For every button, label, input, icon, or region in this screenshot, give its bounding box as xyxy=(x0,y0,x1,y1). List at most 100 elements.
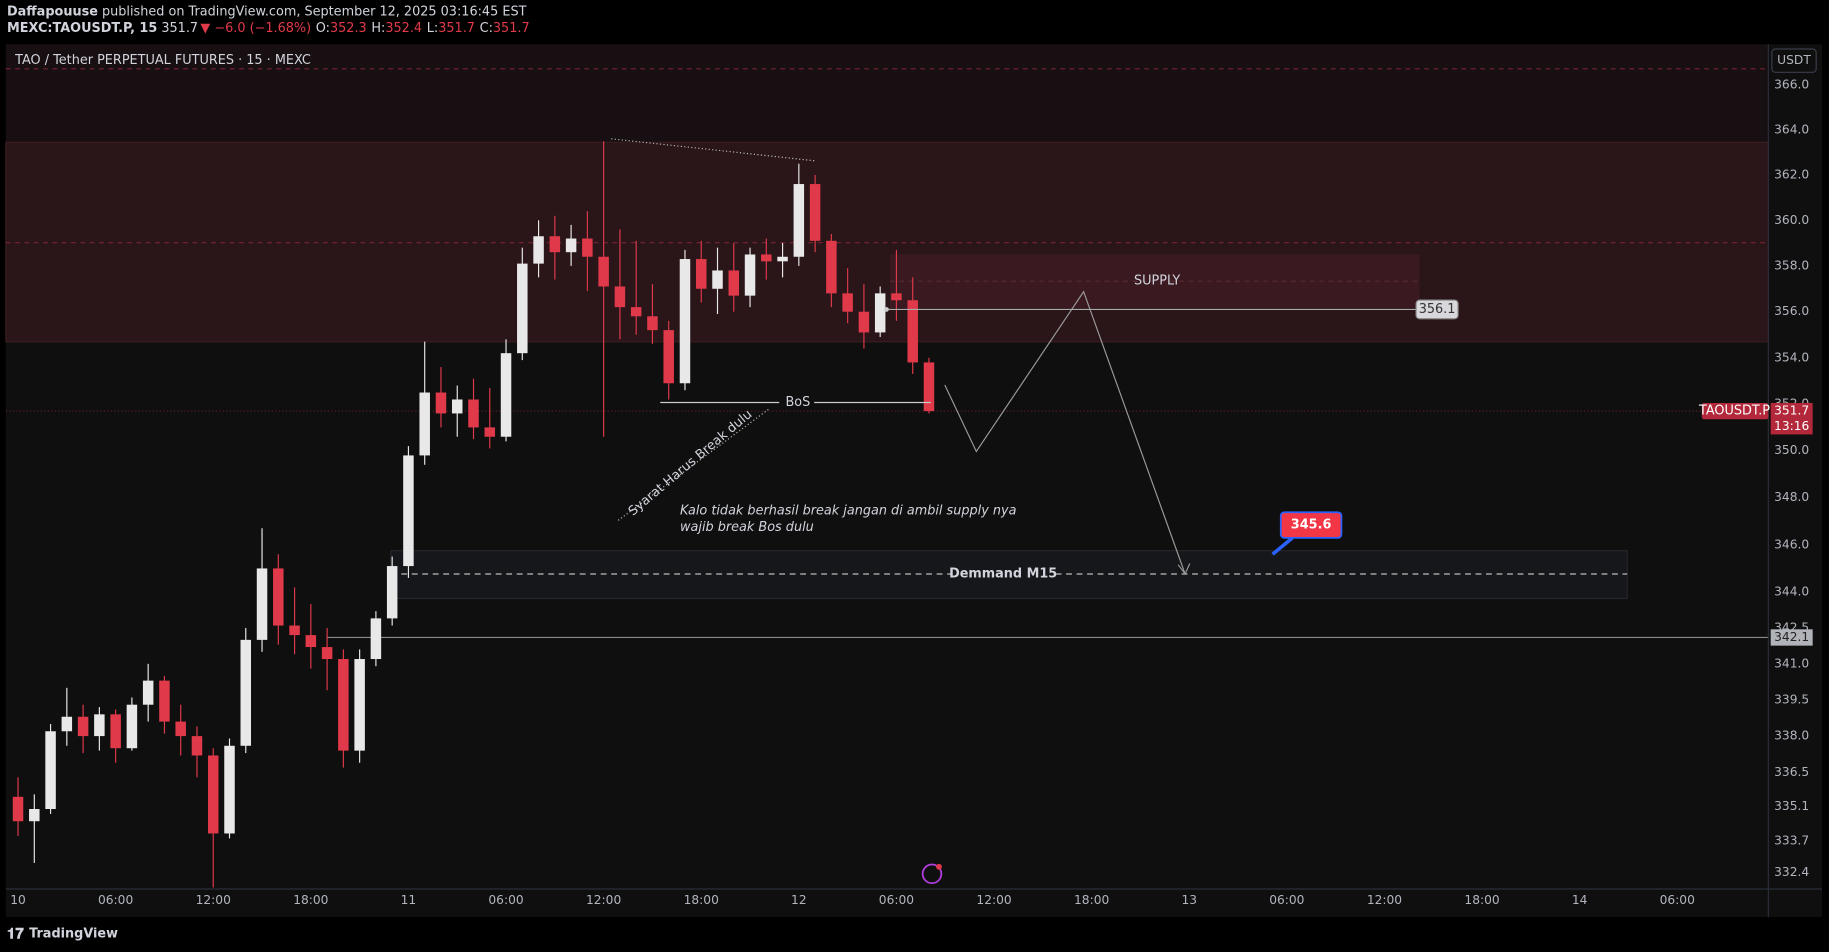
currency-button[interactable] xyxy=(1771,48,1817,73)
candle-body xyxy=(386,566,398,619)
candle-body xyxy=(175,721,186,737)
candle-body xyxy=(533,236,544,264)
candle-body xyxy=(793,184,805,257)
trend-line xyxy=(611,138,817,162)
x-tick-label: 06:00 xyxy=(879,893,914,907)
l-value: 351.7 xyxy=(438,20,475,35)
y-tick-label: 362.0 xyxy=(1774,168,1809,182)
candle-body xyxy=(500,353,512,437)
candle-body xyxy=(468,399,479,428)
symbol-tag: TAOUSDT.P xyxy=(1698,404,1770,419)
candle-body xyxy=(12,796,24,822)
y-tick-label: 338.0 xyxy=(1774,729,1809,743)
candle-body xyxy=(826,240,837,294)
l-label: L: xyxy=(427,20,438,35)
y-tick-label: 344.0 xyxy=(1774,585,1809,599)
projection-arrow xyxy=(1177,563,1191,576)
candle-body xyxy=(435,392,447,414)
note-line: wajib break Bos dulu xyxy=(680,520,814,535)
candle-body xyxy=(858,311,870,333)
candle-body xyxy=(891,293,902,301)
y-tick-label: 339.5 xyxy=(1774,692,1809,706)
x-tick-label: 12:00 xyxy=(196,893,231,907)
brand: 𝟏𝟕 TradingView xyxy=(7,924,118,942)
alert-icon[interactable] xyxy=(921,863,943,885)
x-tick-label: 12:00 xyxy=(1367,893,1402,907)
candle-body xyxy=(582,238,593,257)
y-tick-label: 356.0 xyxy=(1774,304,1809,318)
candle-body xyxy=(598,256,609,287)
price-label: 351.7 xyxy=(1774,404,1809,418)
y-tick-label: 346.0 xyxy=(1774,537,1809,551)
candle-body xyxy=(923,362,935,412)
x-tick-label: 12:00 xyxy=(586,893,621,907)
candle-body xyxy=(321,647,333,660)
candle-body xyxy=(191,736,203,756)
candles xyxy=(12,141,935,888)
supply-label: SUPPLY xyxy=(1134,274,1180,289)
candle-body xyxy=(565,238,577,253)
x-tick-label: 11 xyxy=(401,893,417,907)
y-tick-label: 350.0 xyxy=(1774,443,1809,457)
candle-body xyxy=(207,755,219,834)
candle-body xyxy=(874,293,886,333)
callout-box xyxy=(1279,511,1343,539)
price-tag xyxy=(1770,402,1813,435)
o-value: 352.3 xyxy=(330,20,367,35)
level-label: 342.1 xyxy=(1774,630,1809,644)
levels xyxy=(5,410,1769,639)
marker-dot xyxy=(884,307,889,312)
candle-body xyxy=(354,659,365,751)
y-tick-label: 335.1 xyxy=(1774,799,1809,813)
countdown: 13:16 xyxy=(1774,419,1809,433)
x-tick-label: 18:00 xyxy=(1074,893,1109,907)
currency: USDT xyxy=(1777,53,1811,67)
y-tick-label: 360.0 xyxy=(1774,213,1809,227)
c-value: 351.7 xyxy=(493,20,530,35)
axis: 332.4333.7335.1336.5338.0339.5341.0342.5… xyxy=(10,78,1813,907)
candle-body xyxy=(61,716,73,732)
x-tick-label: 12:00 xyxy=(976,893,1011,907)
candle-body xyxy=(484,427,496,437)
brand-name: TradingView xyxy=(29,926,118,941)
marker-tag xyxy=(1415,299,1459,320)
x-tick-label: 06:00 xyxy=(1660,893,1695,907)
candle-body xyxy=(142,680,154,705)
candle-body xyxy=(728,270,740,296)
x-tick-label: 18:00 xyxy=(293,893,328,907)
candle-body xyxy=(517,263,528,354)
candle-body xyxy=(370,618,382,660)
callout-label: 345.6 xyxy=(1291,518,1332,533)
x-tick-label: 10 xyxy=(10,893,26,907)
change: ▼ −6.0 (−1.68%) xyxy=(200,20,311,35)
upper-shade xyxy=(5,44,1769,143)
candle-body xyxy=(289,625,300,636)
y-tick-label: 366.0 xyxy=(1774,78,1809,92)
candle-body xyxy=(630,307,642,317)
last: 351.7 xyxy=(161,20,198,35)
candle-body xyxy=(403,455,414,567)
x-tick-label: 18:00 xyxy=(1464,893,1499,907)
level-tag xyxy=(1770,629,1813,646)
y-tick-label: 332.4 xyxy=(1774,865,1809,879)
symbol-line: MEXC:TAOUSDT.P, 15 351.7 ▼ −6.0 (−1.68%) O… xyxy=(7,20,530,35)
marker-label: 356.1 xyxy=(1419,302,1456,317)
candle-body xyxy=(695,259,707,289)
y-tick-label: 341.0 xyxy=(1774,656,1809,670)
candle-body xyxy=(273,568,284,626)
published: published on TradingView.com, September … xyxy=(102,4,527,19)
author: Daffapouuse xyxy=(7,4,98,19)
y-tick-label: 358.0 xyxy=(1774,258,1809,272)
x-tick-label: 18:00 xyxy=(684,893,719,907)
x-tick-label: 06:00 xyxy=(1269,893,1304,907)
symbol-tag-bg xyxy=(1701,402,1769,420)
candle-body xyxy=(451,399,463,414)
candle-body xyxy=(126,704,138,749)
h-value: 352.4 xyxy=(385,20,422,35)
chart-title: TAO / Tether PERPETUAL FUTURES · 15 · ME… xyxy=(14,53,311,68)
note-line: Kalo tidak berhasil break jangan di ambi… xyxy=(680,503,1017,518)
candle-body xyxy=(77,716,89,737)
candle-body xyxy=(240,639,252,746)
publish-line: Daffapouuse published on TradingView.com… xyxy=(7,4,527,19)
